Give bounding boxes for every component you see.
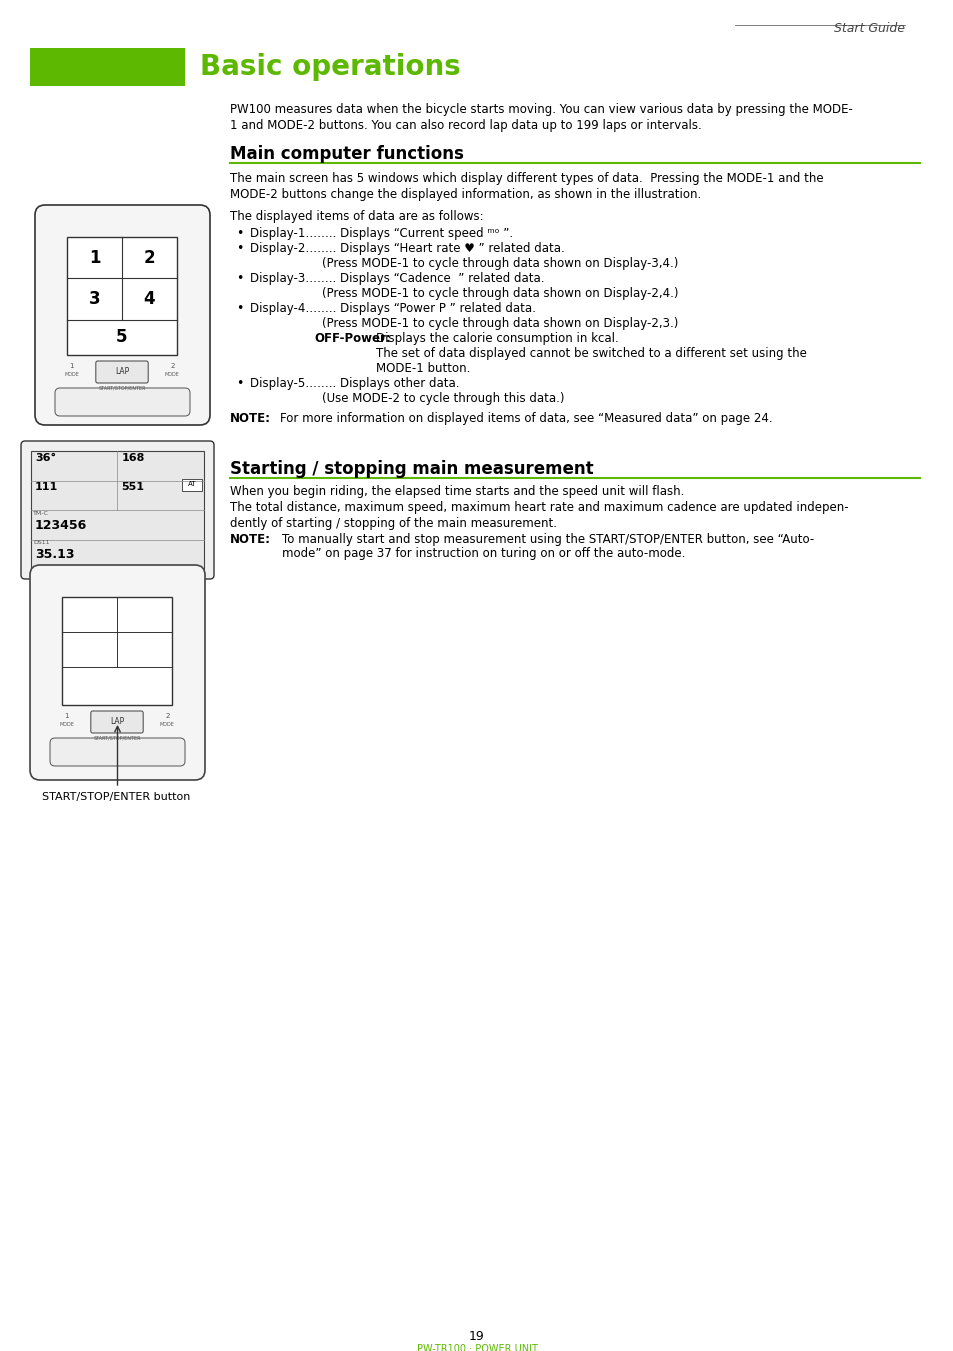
Text: •: • <box>235 303 243 315</box>
Text: (Press MODE-1 to cycle through data shown on Display-3,4.): (Press MODE-1 to cycle through data show… <box>322 257 678 270</box>
Text: PW100 measures data when the bicycle starts moving. You can view various data by: PW100 measures data when the bicycle sta… <box>230 103 852 116</box>
Text: mode” on page 37 for instruction on turing on or off the auto-mode.: mode” on page 37 for instruction on turi… <box>282 547 684 561</box>
Text: Basic operations: Basic operations <box>200 53 460 81</box>
Text: LAP: LAP <box>114 367 129 377</box>
Text: 1: 1 <box>64 713 69 719</box>
Text: 123456: 123456 <box>35 519 87 532</box>
Text: To manually start and stop measurement using the START/STOP/ENTER button, see “A: To manually start and stop measurement u… <box>282 534 814 546</box>
Text: (Use MODE-2 to cycle through this data.): (Use MODE-2 to cycle through this data.) <box>322 392 564 405</box>
Text: PW-TR100 · POWER UNIT: PW-TR100 · POWER UNIT <box>416 1344 537 1351</box>
Text: 35.13: 35.13 <box>35 549 74 562</box>
Text: Starting / stopping main measurement: Starting / stopping main measurement <box>230 459 593 478</box>
Bar <box>182 478 202 490</box>
Text: 1 and MODE-2 buttons. You can also record lap data up to 199 laps or intervals.: 1 and MODE-2 buttons. You can also recor… <box>230 119 701 132</box>
Text: START/STOP/ENTER button: START/STOP/ENTER button <box>42 792 191 802</box>
Text: 3: 3 <box>89 290 100 308</box>
Text: The displayed items of data are as follows:: The displayed items of data are as follo… <box>230 209 483 223</box>
Text: Display-5…….. Displays other data.: Display-5…….. Displays other data. <box>250 377 459 390</box>
Text: Start Guide: Start Guide <box>833 22 904 35</box>
Text: MODE: MODE <box>65 372 79 377</box>
Text: •: • <box>235 242 243 255</box>
Text: (Press MODE-1 to cycle through data shown on Display-2,4.): (Press MODE-1 to cycle through data show… <box>322 286 678 300</box>
Text: Display-1…….. Displays “Current speed ᵐᵒ ”.: Display-1…….. Displays “Current speed ᵐᵒ… <box>250 227 513 240</box>
Bar <box>30 49 185 86</box>
Text: 1: 1 <box>69 363 73 369</box>
Text: •: • <box>235 227 243 240</box>
Text: MODE: MODE <box>59 721 74 727</box>
Text: dently of starting / stopping of the main measurement.: dently of starting / stopping of the mai… <box>230 517 557 530</box>
Text: MODE-1 button.: MODE-1 button. <box>375 362 470 376</box>
Text: NOTE:: NOTE: <box>230 534 271 546</box>
Text: •: • <box>235 272 243 285</box>
Text: For more information on displayed items of data, see “Measured data” on page 24.: For more information on displayed items … <box>280 412 772 426</box>
Text: 1: 1 <box>89 249 100 266</box>
Text: (Press MODE-1 to cycle through data shown on Display-2,3.): (Press MODE-1 to cycle through data show… <box>322 317 678 330</box>
Text: Display-3…….. Displays “Cadence  ” related data.: Display-3…….. Displays “Cadence ” relate… <box>250 272 544 285</box>
Text: Main computer functions: Main computer functions <box>230 145 463 163</box>
FancyBboxPatch shape <box>30 565 205 780</box>
Bar <box>30 451 204 569</box>
Text: OFF-Power:: OFF-Power: <box>314 332 391 345</box>
FancyBboxPatch shape <box>35 205 210 426</box>
FancyBboxPatch shape <box>50 738 185 766</box>
Text: START/STOP/ENTER: START/STOP/ENTER <box>98 385 146 390</box>
Text: MODE-2 buttons change the displayed information, as shown in the illustration.: MODE-2 buttons change the displayed info… <box>230 188 700 201</box>
Bar <box>67 236 177 355</box>
Text: AT: AT <box>188 481 196 488</box>
Text: 551: 551 <box>121 482 144 493</box>
Text: The set of data displayed cannot be switched to a different set using the: The set of data displayed cannot be swit… <box>375 347 806 359</box>
Text: The total distance, maximum speed, maximum heart rate and maximum cadence are up: The total distance, maximum speed, maxim… <box>230 501 848 513</box>
Text: TM-C: TM-C <box>33 511 49 516</box>
Text: LAP: LAP <box>110 717 124 727</box>
Text: The main screen has 5 windows which display different types of data.  Pressing t: The main screen has 5 windows which disp… <box>230 172 822 185</box>
FancyBboxPatch shape <box>95 361 148 382</box>
Text: •: • <box>235 377 243 390</box>
Text: MODE: MODE <box>159 721 174 727</box>
Text: START/STOP/ENTER: START/STOP/ENTER <box>93 735 141 740</box>
FancyBboxPatch shape <box>55 388 190 416</box>
Text: Display-2…….. Displays “Heart rate ♥ ” related data.: Display-2…….. Displays “Heart rate ♥ ” r… <box>250 242 564 255</box>
Text: 36°: 36° <box>35 453 56 463</box>
Text: DS11: DS11 <box>33 540 50 546</box>
Text: 4: 4 <box>144 290 155 308</box>
FancyBboxPatch shape <box>91 711 143 734</box>
Text: 2: 2 <box>166 713 170 719</box>
Text: When you begin riding, the elapsed time starts and the speed unit will flash.: When you begin riding, the elapsed time … <box>230 485 683 499</box>
Bar <box>62 597 172 705</box>
FancyBboxPatch shape <box>21 440 213 580</box>
Text: NOTE:: NOTE: <box>230 412 271 426</box>
Text: 5: 5 <box>116 328 128 346</box>
Text: 2: 2 <box>171 363 175 369</box>
Text: Displays the calorie consumption in kcal.: Displays the calorie consumption in kcal… <box>375 332 618 345</box>
Text: 168: 168 <box>121 453 145 463</box>
Text: MODE: MODE <box>164 372 179 377</box>
Text: Display-4…….. Displays “Power P ” related data.: Display-4…….. Displays “Power P ” relate… <box>250 303 536 315</box>
Text: 19: 19 <box>469 1329 484 1343</box>
Text: 2: 2 <box>144 249 155 266</box>
Text: 111: 111 <box>35 482 58 493</box>
